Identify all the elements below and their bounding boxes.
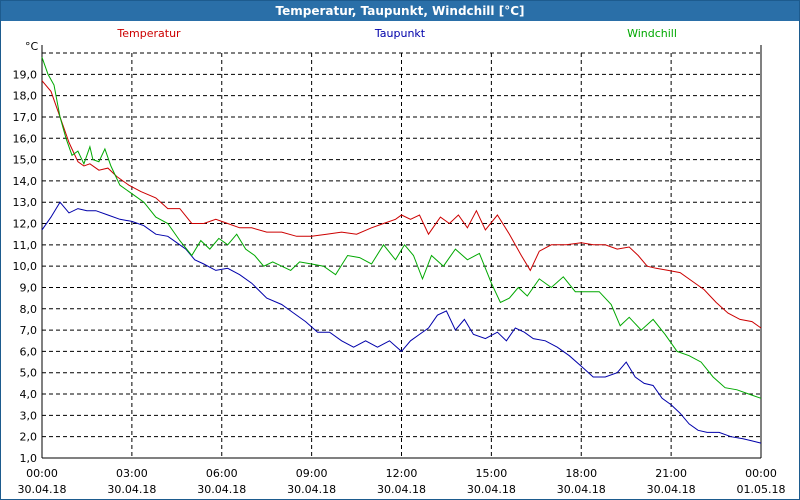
x-tick-time-label: 00:00 (26, 467, 58, 480)
x-axis-labels: 00:00 30.04.18 03:00 30.04.18 06:00 30.04.18 0… (18, 467, 786, 496)
legend-temperatur: Temperatur (116, 27, 181, 40)
y-tick-label: 6,0 (20, 345, 38, 358)
y-tick-label: 18,0 (13, 90, 38, 103)
y-tick-label: 19,0 (13, 68, 38, 81)
y-tick-label: 17,0 (13, 111, 38, 124)
x-tick-time-label: 12:00 (386, 467, 418, 480)
y-tick-label: 10,0 (13, 260, 38, 273)
x-tick-date-label: 30.04.18 (287, 483, 336, 496)
y-tick-label: 12,0 (13, 218, 38, 231)
x-tick-date-label: 30.04.18 (18, 483, 67, 496)
x-tick-date-label: 30.04.18 (107, 483, 156, 496)
x-tick-time-label: 21:00 (655, 467, 687, 480)
x-tick-date-label: 01.05.18 (737, 483, 786, 496)
y-tick-label: 5,0 (20, 367, 38, 380)
x-tick-time-label: 00:00 (745, 467, 777, 480)
series-line-temperatur (41, 80, 762, 329)
y-tick-label: 3,0 (20, 409, 38, 422)
legend-windchill: Windchill (627, 27, 677, 40)
x-tick-date-label: 30.04.18 (197, 483, 246, 496)
y-tick-label: 14,0 (13, 175, 38, 188)
series-line-windchill (41, 57, 762, 399)
series-line-taupunkt (41, 201, 762, 444)
y-tick-label: 4,0 (20, 388, 38, 401)
y-tick-label: 9,0 (20, 281, 38, 294)
y-tick-label: 16,0 (13, 132, 38, 145)
y-tick-label: 2,0 (20, 431, 38, 444)
chart: °C Temperatur Taupunkt Windchill 00:00 30.0… (13, 27, 786, 496)
x-tick-date-label: 30.04.18 (647, 483, 696, 496)
x-tick-time-label: 15:00 (476, 467, 508, 480)
y-tick-label: 13,0 (13, 196, 38, 209)
series-lines (41, 57, 762, 444)
legend: Temperatur Taupunkt Windchill (116, 27, 677, 40)
y-tick-label: 11,0 (13, 239, 38, 252)
legend-taupunkt: Taupunkt (374, 27, 426, 40)
x-tick-time-label: 18:00 (565, 467, 597, 480)
y-tick-label: 15,0 (13, 154, 38, 167)
x-tick-date-label: 30.04.18 (467, 483, 516, 496)
x-tick-date-label: 30.04.18 (557, 483, 606, 496)
x-tick-time-label: 09:00 (296, 467, 328, 480)
y-tick-label: 7,0 (20, 324, 38, 337)
x-tick-time-label: 03:00 (116, 467, 148, 480)
x-tick-date-label: 30.04.18 (377, 483, 426, 496)
y-axis-labels: 1,0 2,0 3,0 4,0 5,0 6,0 7,0 8,0 9,0 10,0 11,0 12,0 1… (13, 68, 38, 465)
y-axis-unit-label: °C (25, 40, 39, 53)
window-title: Temperatur, Taupunkt, Windchill [°C] (1, 1, 799, 21)
axes (41, 45, 762, 459)
grid (42, 52, 761, 459)
y-tick-label: 8,0 (20, 303, 38, 316)
y-tick-label: 1,0 (20, 452, 38, 465)
x-tick-time-label: 06:00 (206, 467, 238, 480)
